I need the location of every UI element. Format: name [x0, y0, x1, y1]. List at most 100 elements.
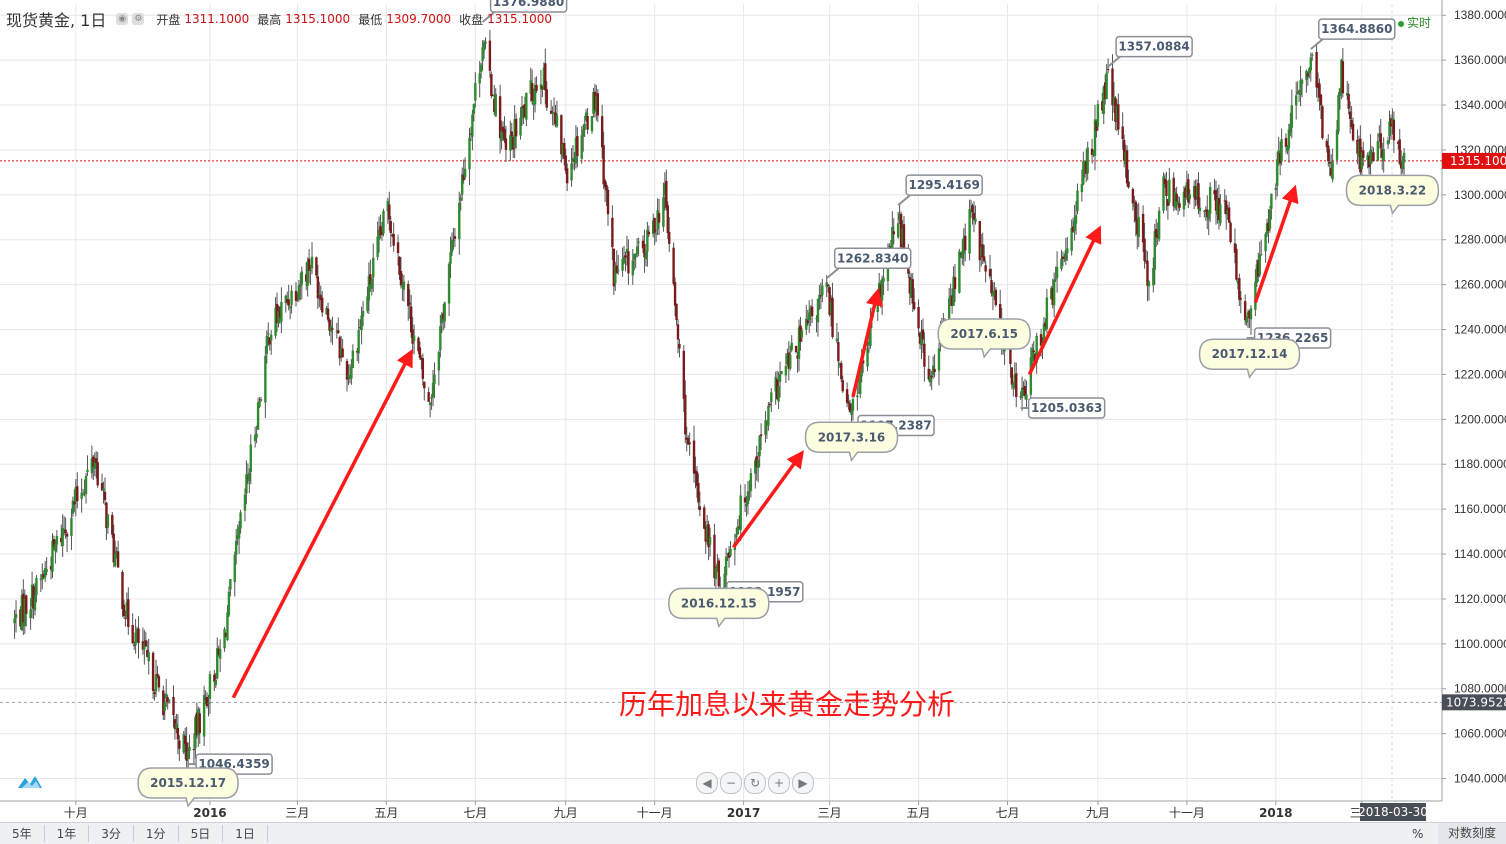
reference-price-label: 1073.9528 — [1446, 695, 1506, 709]
candle-body-up — [1188, 194, 1191, 200]
candle-body-up — [35, 578, 38, 596]
candle-body-down — [1227, 207, 1231, 223]
timeframe-1m[interactable]: 1分 — [134, 825, 179, 842]
candle — [178, 735, 181, 761]
timeframe-3m[interactable]: 3分 — [89, 825, 134, 842]
candle-body-down — [545, 89, 548, 108]
candle — [845, 382, 849, 408]
candle — [991, 282, 995, 311]
candle-body-up — [382, 210, 385, 234]
candle-body-up — [306, 261, 309, 286]
candle — [789, 345, 792, 371]
candle-body-up — [1153, 231, 1156, 270]
candle — [73, 489, 76, 513]
candle-body-up — [829, 301, 833, 314]
candle — [1112, 82, 1116, 113]
candle — [176, 714, 180, 755]
candle — [1316, 72, 1320, 102]
candle-body-up — [216, 648, 219, 679]
candle-body-down — [560, 115, 563, 155]
timeframe-5d[interactable]: 5日 — [179, 825, 224, 842]
candle-body-up — [93, 462, 96, 469]
candle-body-down — [831, 297, 834, 338]
candle-body-down — [1214, 190, 1218, 211]
candle — [484, 37, 487, 49]
scroll-left-button[interactable]: ◀ — [696, 772, 718, 794]
candle-body-down — [806, 320, 809, 324]
eye-icon[interactable]: ◉ — [116, 13, 129, 25]
candle-body-up — [62, 529, 66, 531]
high-label: 最高 — [257, 12, 282, 27]
candle — [856, 384, 859, 411]
candle — [1172, 172, 1175, 212]
percent-scale-toggle[interactable]: % — [1412, 826, 1424, 841]
candle — [678, 338, 681, 358]
realtime-indicator[interactable]: 实时 — [1398, 14, 1431, 31]
candle-body-up — [1192, 185, 1196, 198]
candle — [1133, 195, 1136, 223]
candle-body-up — [339, 348, 343, 356]
candle-body-down — [469, 133, 473, 135]
candle — [423, 381, 426, 401]
candle-body-down — [1194, 186, 1197, 200]
callout-box — [1318, 18, 1396, 40]
candle — [1066, 236, 1069, 261]
candle-body-down — [498, 96, 502, 139]
timeframe-1d[interactable]: 1日 — [223, 825, 268, 842]
settings-icon[interactable]: ⚙ — [132, 13, 145, 25]
candle-body-down — [1204, 209, 1207, 211]
candle-body-down — [122, 604, 126, 617]
candle-body-up — [1300, 79, 1304, 84]
candle-body-up — [1198, 207, 1202, 212]
timeframe-1y[interactable]: 1年 — [45, 825, 90, 842]
candle-body-down — [1122, 139, 1126, 161]
candle-body-up — [1388, 121, 1391, 137]
scroll-right-button[interactable]: ▶ — [792, 772, 814, 794]
candle — [727, 545, 731, 568]
candle — [964, 223, 967, 262]
candle-body-up — [202, 694, 206, 737]
timeframe-5y[interactable]: 5年 — [0, 825, 45, 842]
candle-body-down — [1206, 209, 1209, 218]
candle-body-down — [1267, 222, 1270, 231]
candle — [582, 124, 585, 152]
candle — [1076, 183, 1079, 215]
candle — [100, 473, 104, 492]
candle-body-down — [1239, 298, 1242, 300]
candle-body-down — [22, 593, 25, 623]
candle-body-down — [510, 131, 513, 137]
candle — [442, 304, 445, 331]
candle-body-down — [321, 297, 324, 313]
candle — [235, 528, 238, 565]
candle — [469, 126, 473, 142]
candle-body-up — [705, 525, 709, 540]
zoom-in-button[interactable]: + — [768, 772, 790, 794]
candle-body-up — [758, 435, 761, 457]
candle-body-down — [1127, 181, 1130, 188]
candle-body-up — [542, 67, 546, 90]
candle-body-up — [797, 327, 801, 360]
log-scale-toggle[interactable]: 对数刻度 — [1438, 823, 1506, 844]
price-callout: 1205.0363 — [1020, 397, 1106, 419]
candle-body-up — [29, 609, 32, 619]
candle-body-down — [971, 205, 974, 213]
candle-body-up — [532, 100, 535, 106]
candle — [277, 305, 280, 328]
candle — [431, 369, 435, 407]
candle — [821, 279, 824, 303]
callout-pointer — [1107, 55, 1121, 68]
reset-button[interactable]: ↻ — [744, 772, 766, 794]
candle — [990, 268, 993, 297]
candle — [808, 300, 811, 333]
candle — [287, 284, 290, 311]
candle-body-down — [1095, 121, 1098, 131]
candle-body-down — [917, 306, 920, 329]
candle — [54, 539, 57, 564]
candle-body-up — [991, 292, 995, 296]
candle — [847, 394, 850, 411]
zoom-out-button[interactable]: − — [720, 772, 742, 794]
candle — [1376, 133, 1380, 162]
candle-body-up — [208, 674, 212, 699]
candle-body-down — [1217, 197, 1221, 220]
